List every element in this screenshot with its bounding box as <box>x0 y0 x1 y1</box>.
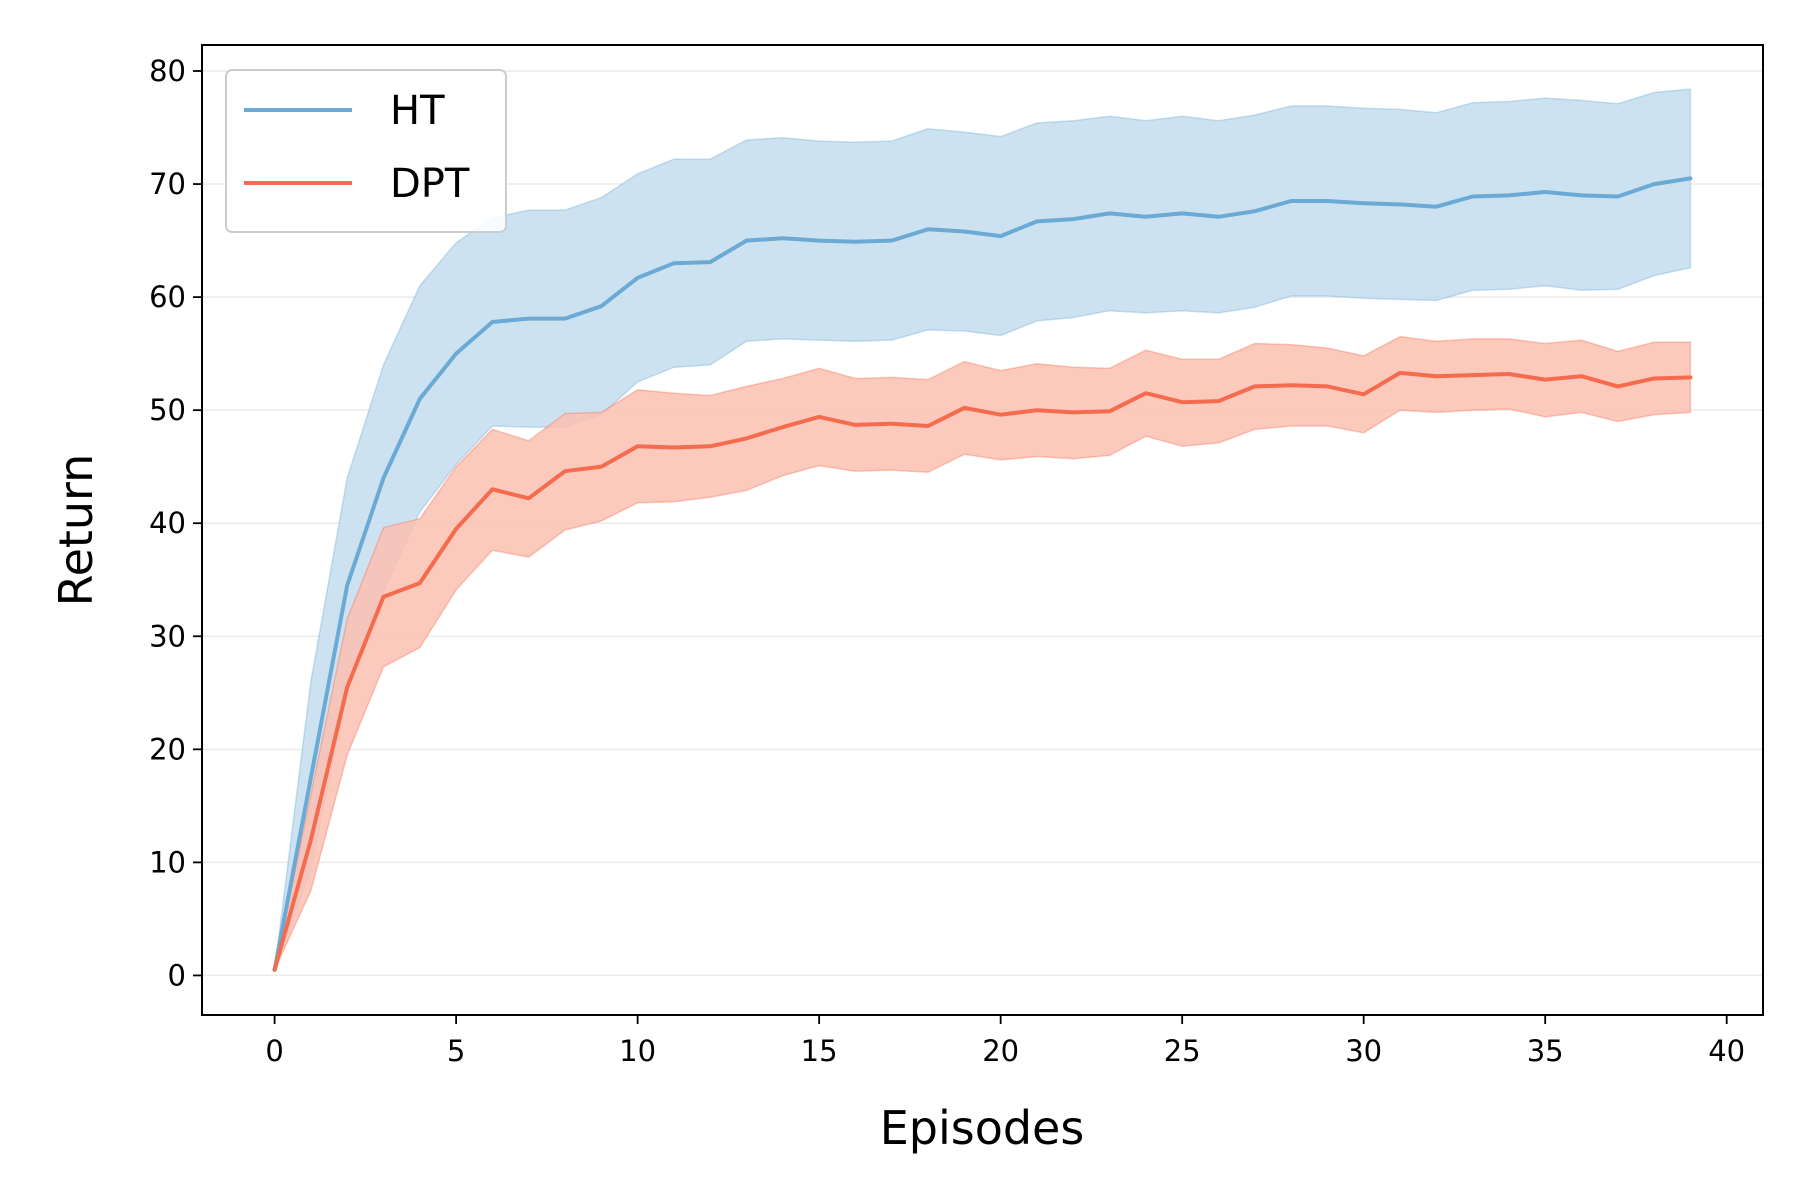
y-tick-label: 20 <box>149 732 186 766</box>
x-tick-label: 10 <box>619 1034 656 1068</box>
y-tick-label: 0 <box>168 958 186 992</box>
y-tick-label: 10 <box>149 845 186 879</box>
x-tick-label: 20 <box>982 1034 1019 1068</box>
y-tick-label: 70 <box>149 167 186 201</box>
x-axis-ticks: 0 5 10 15 20 25 30 35 40 <box>265 1015 1745 1068</box>
series-line-ht <box>272 176 1693 972</box>
y-axis-label: Return <box>49 454 103 607</box>
y-tick-label: 30 <box>149 619 186 653</box>
y-axis-ticks: 0 10 20 30 40 50 60 70 80 <box>149 54 202 992</box>
y-tick-label: 60 <box>149 280 186 314</box>
y-tick-label: 40 <box>149 506 186 540</box>
plot-frame <box>201 44 1764 1016</box>
y-tick-label: 50 <box>149 393 186 427</box>
legend-label-ht: HT <box>390 88 445 134</box>
x-axis-label: Episodes <box>880 1101 1085 1155</box>
x-tick-label: 35 <box>1527 1034 1564 1068</box>
legend: HT DPT <box>225 69 507 233</box>
x-tick-label: 5 <box>447 1034 465 1068</box>
y-tick-label: 80 <box>149 54 186 88</box>
x-tick-label: 25 <box>1164 1034 1201 1068</box>
x-tick-label: 15 <box>801 1034 838 1068</box>
x-tick-label: 0 <box>265 1034 283 1068</box>
x-tick-label: 30 <box>1345 1034 1382 1068</box>
legend-frame <box>225 69 507 233</box>
series-line-dpt <box>272 370 1693 972</box>
legend-label-dpt: DPT <box>390 161 470 207</box>
series-lines <box>272 176 1693 972</box>
x-tick-label: 40 <box>1708 1034 1745 1068</box>
